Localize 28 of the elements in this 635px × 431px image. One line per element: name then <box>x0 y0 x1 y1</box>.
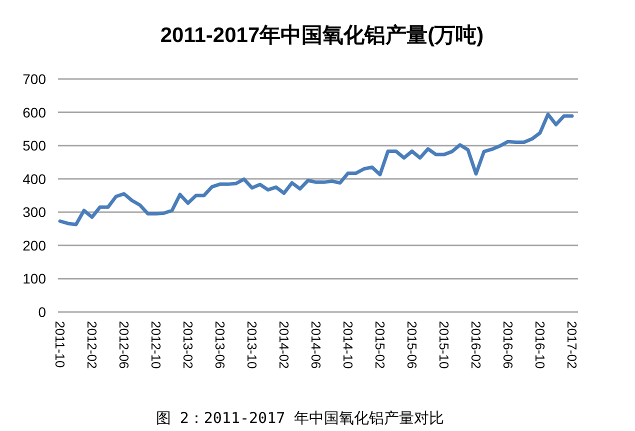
x-tick-label: 2012-06 <box>116 321 132 369</box>
y-tick-label: 700 <box>22 71 46 87</box>
x-tick-label: 2017-02 <box>564 321 580 369</box>
x-tick-label: 2015-06 <box>404 321 420 369</box>
y-tick-label: 300 <box>22 204 46 220</box>
line-series <box>58 112 574 226</box>
caption: 图 2：2011-2017 年中国氧化铝产量对比 <box>156 409 444 427</box>
y-tick-label: 500 <box>22 138 46 154</box>
x-tick-label: 2015-02 <box>372 321 388 369</box>
y-tick-label: 600 <box>22 104 46 120</box>
chart-title: 2011-2017年中国氧化铝产量(万吨) <box>160 23 484 47</box>
x-tick-label: 2014-10 <box>340 321 356 369</box>
x-tick-label: 2014-02 <box>276 321 292 369</box>
y-tick-label: 0 <box>38 304 46 320</box>
x-tick-label: 2016-10 <box>532 321 548 369</box>
y-tick-label: 100 <box>22 270 46 287</box>
x-tick-label: 2011-10 <box>52 321 68 368</box>
y-tick-label: 400 <box>22 170 46 187</box>
x-tick-label: 2014-06 <box>308 321 324 369</box>
x-tick-label: 2013-02 <box>180 321 196 369</box>
x-tick-label: 2013-06 <box>212 321 228 369</box>
x-tick-label: 2012-02 <box>84 321 100 369</box>
y-tick-label: 200 <box>22 237 46 254</box>
x-tick-label: 2016-06 <box>500 321 516 369</box>
x-tick-label: 2013-10 <box>244 321 260 369</box>
x-tick-label: 2015-10 <box>436 321 452 369</box>
x-tick-label: 2012-10 <box>148 321 164 369</box>
x-tick-label: 2016-02 <box>468 321 484 369</box>
